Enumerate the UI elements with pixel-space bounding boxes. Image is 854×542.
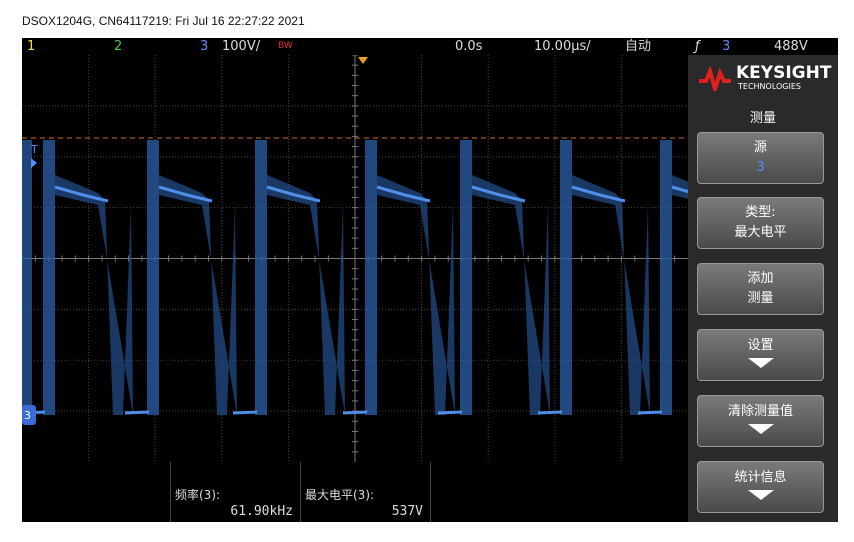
trace-line [471,185,526,203]
trace-line [266,185,321,203]
trace-line [571,185,626,203]
trace-band [55,175,133,415]
measurement-label: 频率(3): [175,488,221,502]
waveform [22,140,688,415]
trace-line [376,185,431,203]
softkey-arrow [747,424,774,434]
measurement-bar: 频率(3): 61.90kHz 最大电平(3): 537V [22,462,688,522]
softkey-label: 源 [753,140,767,155]
softkey-arrow [747,358,774,368]
trace-line [342,410,368,415]
trace-band [460,140,472,415]
softkey-label: 清除测量值 [727,404,793,419]
brand-subtitle: TECHNOLOGIES [738,82,801,91]
divider [430,462,431,522]
trace-line [124,410,150,415]
trigger-slope-icon: ƒ [695,39,700,54]
trace-band [572,175,650,415]
trace-band [159,175,237,415]
softkey[interactable]: 类型: 最大电平 [697,197,824,249]
top-bar: 1 2 3 100V/ BW 0.0s 10.00µs/ 自动 ƒ 3 488V [22,38,838,55]
trace-band [560,140,572,415]
trace-band [22,140,32,415]
arrow [747,358,774,368]
brand-logo [699,67,731,91]
ch3-label[interactable]: 3 [200,39,209,54]
trace-band [267,175,345,415]
trace-band [672,175,688,199]
bw-limit: BW [278,41,293,51]
menu-title: 测量 [749,111,776,126]
trace-band [660,140,672,415]
channel-marker: 3 [24,409,31,422]
trace-line [671,185,688,194]
trigger-arrow [31,158,37,168]
trace-line [437,410,463,415]
vertical-scale: 100V/ [222,39,261,54]
trace-band [43,140,55,415]
softkey[interactable]: 统计信息 [697,461,824,513]
trace-line [537,410,563,415]
measurement-value: 537V [391,504,423,519]
divider [170,462,171,522]
softkey-panel: KEYSIGHT TECHNOLOGIES 测量 源 3 类型: 最大电平 添加 测量 设置… [688,55,838,522]
trigger-level: 488V [774,39,808,54]
softkey-arrow [747,490,774,500]
softkey-value: 3 [756,160,765,175]
arrow [747,490,774,500]
softkey-label: 统计信息 [734,470,787,485]
trace-line [232,410,258,415]
trigger-position-marker [358,57,368,64]
trace-line [54,185,109,203]
softkey[interactable]: 清除测量值 [697,395,824,447]
ch2-label[interactable]: 2 [114,39,123,54]
softkey-label: 添加 [747,271,774,286]
divider [300,462,301,522]
header-title: DSOX1204G, CN64117219: Fri Jul 16 22:27:… [22,14,305,28]
trace-band [377,175,455,415]
brand-name: KEYSIGHT [736,63,832,83]
trigger-mode: 自动 [625,39,652,54]
softkey-value: 测量 [747,291,774,306]
scope-screen: T 3 [22,55,688,462]
arrow [747,424,774,434]
delay: 0.0s [455,39,483,54]
trigger-channel: 3 [722,39,731,54]
softkey[interactable]: 添加 测量 [697,263,824,315]
trace-band [365,140,377,415]
trace-band [255,140,267,415]
channel-marker-box [22,405,36,425]
softkey-label: 设置 [747,338,774,353]
softkey[interactable]: 设置 [697,329,824,381]
timebase: 10.00µs/ [534,39,591,54]
trace-band [472,175,550,415]
ch1-label[interactable]: 1 [27,39,36,54]
trace-line [637,410,663,415]
measurement-value: 61.90kHz [230,504,293,519]
trace-band [147,140,159,415]
softkey-label: 类型: [745,205,776,220]
measurement-label: 最大电平(3): [305,488,375,502]
softkey-value: 最大电平 [734,225,787,240]
trace-line [158,185,213,203]
trigger-marker: T [30,143,38,156]
